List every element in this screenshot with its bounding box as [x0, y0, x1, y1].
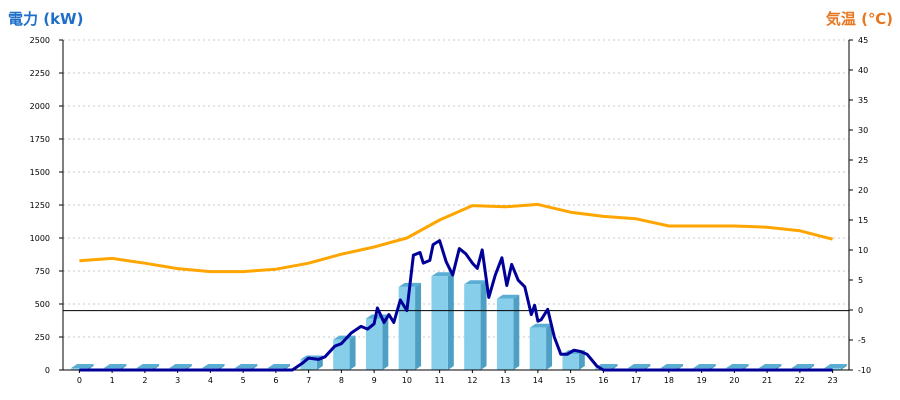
bar-side: [840, 364, 847, 370]
bar: [496, 298, 514, 370]
right-tick-label: 20: [858, 186, 868, 195]
bar-side: [349, 335, 356, 370]
bar-top: [758, 364, 782, 369]
bar-top: [169, 364, 192, 369]
left-axis-title: 電力 (kW): [8, 10, 83, 28]
bar: [562, 354, 579, 370]
bar-top: [496, 294, 520, 299]
bar-side: [447, 272, 454, 370]
bar-top: [529, 323, 553, 328]
bar-top: [103, 364, 127, 369]
temperature-line: [79, 202, 833, 274]
bar-top: [824, 364, 847, 369]
x-tick-label: 2: [142, 376, 147, 385]
x-tick-label: 8: [339, 376, 344, 385]
bar-top: [136, 364, 160, 369]
x-tick-label: 13: [500, 376, 510, 385]
x-tick-label: 23: [828, 376, 838, 385]
left-tick-label: 750: [35, 267, 50, 276]
power-line: [79, 239, 833, 372]
x-tick-label: 15: [566, 376, 576, 385]
bar: [529, 327, 547, 370]
x-tick-label: 9: [372, 376, 377, 385]
right-tick-label: 45: [858, 36, 868, 45]
power-series: [79, 239, 833, 372]
right-tick-label: -10: [858, 366, 871, 375]
left-tick-label: 1750: [30, 135, 50, 144]
left-tick-label: 1250: [30, 201, 50, 210]
temperature-series: [79, 202, 833, 274]
bar: [71, 368, 88, 370]
bar: [431, 276, 448, 370]
bar-top: [431, 272, 454, 277]
left-tick-label: 500: [35, 300, 50, 309]
right-tick-label: 15: [858, 216, 868, 225]
x-tick-label: 22: [795, 376, 805, 385]
bar-top: [726, 364, 749, 369]
right-tick-label: 35: [858, 96, 868, 105]
bar-side: [480, 280, 487, 370]
grid-layer: [63, 39, 849, 338]
left-tick-label: 0: [45, 366, 50, 375]
x-tick-label: 20: [729, 376, 739, 385]
bar-top: [333, 335, 356, 340]
right-tick-label: 0: [858, 306, 863, 315]
x-tick-label: 16: [598, 376, 608, 385]
bar-top: [791, 364, 815, 369]
right-tick-label: 25: [858, 156, 868, 165]
x-tick-label: 1: [110, 376, 115, 385]
left-tick-label: 1500: [30, 168, 50, 177]
x-tick-label: 7: [306, 376, 311, 385]
bar-top: [234, 364, 258, 369]
bar-top: [464, 280, 487, 285]
x-tick-label: 18: [664, 376, 674, 385]
tick-labels: 02505007501000125015001750200022502500-1…: [30, 36, 871, 385]
bar-side: [415, 282, 422, 370]
x-tick-label: 0: [77, 376, 82, 385]
x-tick-label: 3: [175, 376, 180, 385]
bar-side: [382, 314, 389, 370]
left-tick-label: 1000: [30, 234, 50, 243]
x-tick-label: 4: [208, 376, 213, 385]
left-tick-label: 250: [35, 333, 50, 342]
x-tick-label: 6: [273, 376, 278, 385]
right-tick-label: -5: [858, 336, 866, 345]
right-tick-label: 10: [858, 246, 868, 255]
bar: [333, 339, 350, 370]
bar-top: [693, 364, 716, 369]
x-tick-label: 14: [533, 376, 543, 385]
left-tick-label: 2250: [30, 69, 50, 78]
x-tick-label: 10: [402, 376, 412, 385]
bar: [365, 318, 383, 370]
left-tick-label: 2500: [30, 36, 50, 45]
bar-top: [267, 364, 291, 369]
x-tick-label: 17: [631, 376, 641, 385]
bar-side: [546, 323, 553, 370]
x-tick-label: 19: [697, 376, 707, 385]
bar-top: [202, 364, 225, 369]
x-tick-label: 12: [467, 376, 477, 385]
axes-layer: [59, 39, 853, 373]
right-tick-label: 40: [858, 66, 868, 75]
bar-top: [71, 364, 94, 369]
bar: [824, 368, 841, 370]
bar: [398, 286, 416, 370]
bar-side: [578, 350, 585, 370]
bar-top: [627, 364, 651, 369]
bar: [464, 284, 481, 370]
bar: [300, 359, 317, 370]
bar-side: [513, 294, 520, 370]
right-tick-label: 5: [858, 276, 863, 285]
right-axis-title: 気温 (℃): [826, 10, 893, 28]
left-tick-label: 2000: [30, 102, 50, 111]
x-tick-label: 21: [762, 376, 772, 385]
x-tick-label: 5: [241, 376, 246, 385]
power-bars: [71, 272, 847, 370]
x-tick-label: 11: [435, 376, 445, 385]
bar-top: [660, 364, 684, 369]
right-tick-label: 30: [858, 126, 868, 135]
